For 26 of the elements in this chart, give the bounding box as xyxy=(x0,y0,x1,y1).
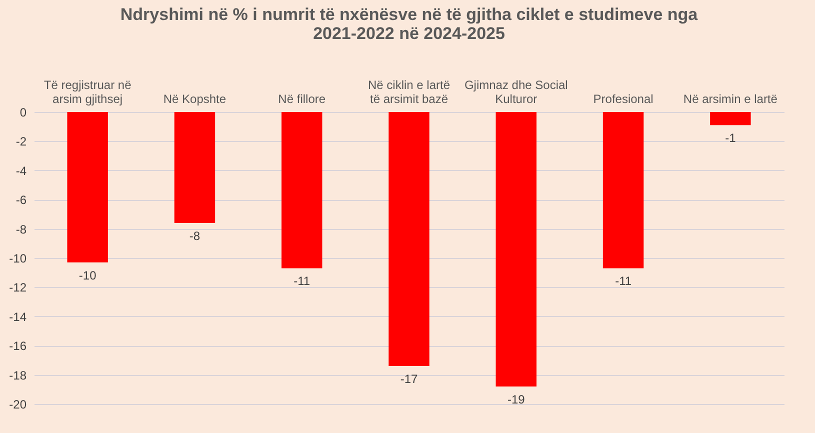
chart-title: Ndryshimi në % i numrit të nxënësve në të gjitha ciklet e studimeve nga 2021-2022 në 2024-2025 xyxy=(120,5,698,43)
data-label: -8 xyxy=(189,228,200,243)
y-tick-label: -6 xyxy=(16,193,27,208)
y-tick-label: -4 xyxy=(16,164,27,178)
y-tick-label: -10 xyxy=(9,252,27,266)
y-tick-label: -18 xyxy=(9,368,27,382)
y-tick-label: -8 xyxy=(16,222,27,236)
y-tick-label: -14 xyxy=(9,310,27,324)
x-tick-label: Të regjistruar në arsim gjithsej xyxy=(44,78,132,106)
y-tick-label: -16 xyxy=(9,339,27,354)
y-tick-label: -12 xyxy=(9,280,27,295)
data-label: -1 xyxy=(725,131,736,146)
x-tick-label: Profesional xyxy=(593,92,654,106)
x-tick-label: Në ciklin e lartë të arsimit bazë xyxy=(368,78,450,106)
data-label: -19 xyxy=(507,392,526,406)
data-label: -17 xyxy=(400,372,418,386)
y-tick-label: 0 xyxy=(20,106,27,120)
data-label: -10 xyxy=(78,268,97,282)
x-tick-label: Në arsimin e lartë xyxy=(683,92,778,106)
data-label: -11 xyxy=(294,274,310,288)
x-tick-label: Në fillore xyxy=(278,92,326,106)
x-tick-label: Në Kopshte xyxy=(163,92,226,106)
y-tick-label: -20 xyxy=(9,398,27,412)
x-tick-label: Gjimnaz dhe Social Kulturor xyxy=(464,78,568,106)
y-tick-label: -2 xyxy=(16,134,27,149)
data-label: -11 xyxy=(615,274,632,288)
